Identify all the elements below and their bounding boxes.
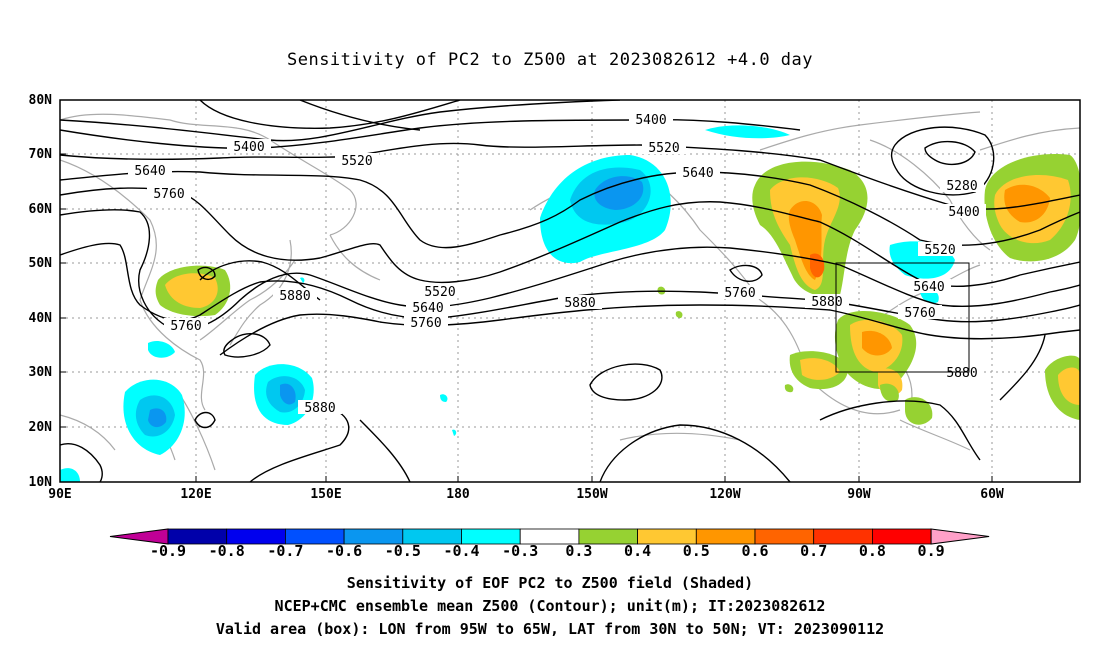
lat-label: 30N: [29, 365, 53, 380]
map-frame: [59, 99, 1081, 483]
colorbar-level-label: 0.8: [859, 542, 886, 560]
lon-label: 60W: [980, 487, 1004, 502]
colorbar-level-label: 0.5: [683, 542, 710, 560]
svg-text:5400: 5400: [233, 140, 264, 155]
contour-label: 5640: [406, 300, 450, 316]
colorbar-level-label: -0.7: [267, 542, 303, 560]
svg-text:5640: 5640: [134, 164, 165, 179]
contour-label: 5760: [718, 285, 762, 301]
svg-text:5760: 5760: [170, 319, 201, 334]
colorbar-labels: -0.9 -0.8 -0.7 -0.6 -0.5 -0.4 -0.3 0.3 0.4 0.5 0.6…: [150, 542, 945, 560]
colorbar-level-label: 0.7: [800, 542, 827, 560]
svg-text:5520: 5520: [341, 154, 372, 169]
lon-label: 120W: [709, 487, 740, 502]
contour-label: 5520: [918, 242, 962, 258]
svg-text:5760: 5760: [153, 187, 184, 202]
lat-label: 20N: [29, 420, 53, 435]
caption-line-3: Valid area (box): LON from 95W to 65W, L…: [215, 620, 885, 638]
contour-label: 5880: [805, 294, 849, 310]
contour-label: 5520: [335, 153, 379, 169]
colorbar: [109, 528, 990, 545]
contour-label: 5880: [298, 400, 342, 416]
lat-label: 10N: [29, 475, 53, 490]
contour-label: 5280: [940, 178, 984, 194]
contour-label: 5520: [642, 140, 686, 156]
svg-text:5880: 5880: [564, 296, 595, 311]
contour-label: 5760: [404, 315, 448, 331]
colorbar-level-label: 0.6: [741, 542, 768, 560]
colorbar-level-label: -0.5: [385, 542, 421, 560]
svg-text:5520: 5520: [924, 243, 955, 258]
colorbar-level-label: -0.3: [502, 542, 538, 560]
map-title: Sensitivity of PC2 to Z500 at 2023082612…: [286, 50, 813, 70]
colorbar-level-label: -0.4: [443, 542, 479, 560]
svg-text:5400: 5400: [635, 113, 666, 128]
svg-text:5640: 5640: [682, 166, 713, 181]
svg-text:5280: 5280: [946, 179, 977, 194]
colorbar-level-label: 0.3: [565, 542, 592, 560]
svg-text:5880: 5880: [811, 295, 842, 310]
lon-label: 90W: [847, 487, 871, 502]
contour-label: 5880: [558, 295, 602, 311]
contour-label: 5880: [940, 365, 984, 381]
lat-label: 80N: [29, 93, 53, 108]
lat-label: 70N: [29, 147, 53, 162]
svg-text:5760: 5760: [724, 286, 755, 301]
caption-line-1: Sensitivity of EOF PC2 to Z500 field (Sh…: [346, 574, 754, 592]
contour-label: 5640: [128, 163, 172, 179]
lon-label: 90E: [48, 487, 71, 502]
caption-line-2: NCEP+CMC ensemble mean Z500 (Contour); u…: [274, 597, 826, 615]
contour-label: 5880: [273, 288, 317, 304]
svg-text:5760: 5760: [410, 316, 441, 331]
lon-label: 180: [446, 487, 470, 502]
latitude-labels: 80N 70N 60N 50N 40N 30N 20N 10N: [29, 93, 53, 490]
colorbar-level-label: 0.9: [918, 542, 945, 560]
contour-label: 5520: [418, 284, 462, 300]
svg-text:5520: 5520: [648, 141, 679, 156]
lon-label: 150E: [310, 487, 341, 502]
contour-label: 5640: [676, 165, 720, 181]
valid-area-box: [835, 262, 970, 373]
lat-label: 60N: [29, 202, 53, 217]
svg-text:5520: 5520: [424, 285, 455, 300]
svg-text:5400: 5400: [948, 205, 979, 220]
lat-label: 40N: [29, 311, 53, 326]
colorbar-level-label: -0.9: [150, 542, 186, 560]
contour-label: 5400: [942, 204, 986, 220]
contour-labels: 5400 5400 5400 5520 5520 5520 5520 5640 …: [128, 112, 986, 416]
colorbar-level-label: -0.6: [326, 542, 362, 560]
tick-marks: [60, 99, 993, 482]
lat-label: 50N: [29, 256, 53, 271]
contour-label: 5760: [147, 186, 191, 202]
colorbar-level-label: 0.4: [624, 542, 651, 560]
lon-label: 150W: [576, 487, 607, 502]
contour-label: 5760: [164, 318, 208, 334]
contour-label: 5400: [227, 139, 271, 155]
contour-label: 5400: [629, 112, 673, 128]
svg-text:5880: 5880: [946, 366, 977, 381]
negative-sensitivity-shading: [60, 125, 955, 482]
colorbar-right-triangle: [930, 528, 990, 545]
colorbar-level-label: -0.8: [209, 542, 245, 560]
svg-text:5640: 5640: [913, 280, 944, 295]
contour-label: 5760: [898, 305, 942, 321]
lon-label: 120E: [180, 487, 211, 502]
svg-text:5640: 5640: [412, 301, 443, 316]
longitude-labels: 90E 120E 150E 180 150W 120W 90W 60W: [48, 487, 1004, 502]
svg-text:5880: 5880: [304, 401, 335, 416]
svg-text:5880: 5880: [279, 289, 310, 304]
svg-text:5760: 5760: [904, 306, 935, 321]
contour-label: 5640: [907, 279, 951, 295]
